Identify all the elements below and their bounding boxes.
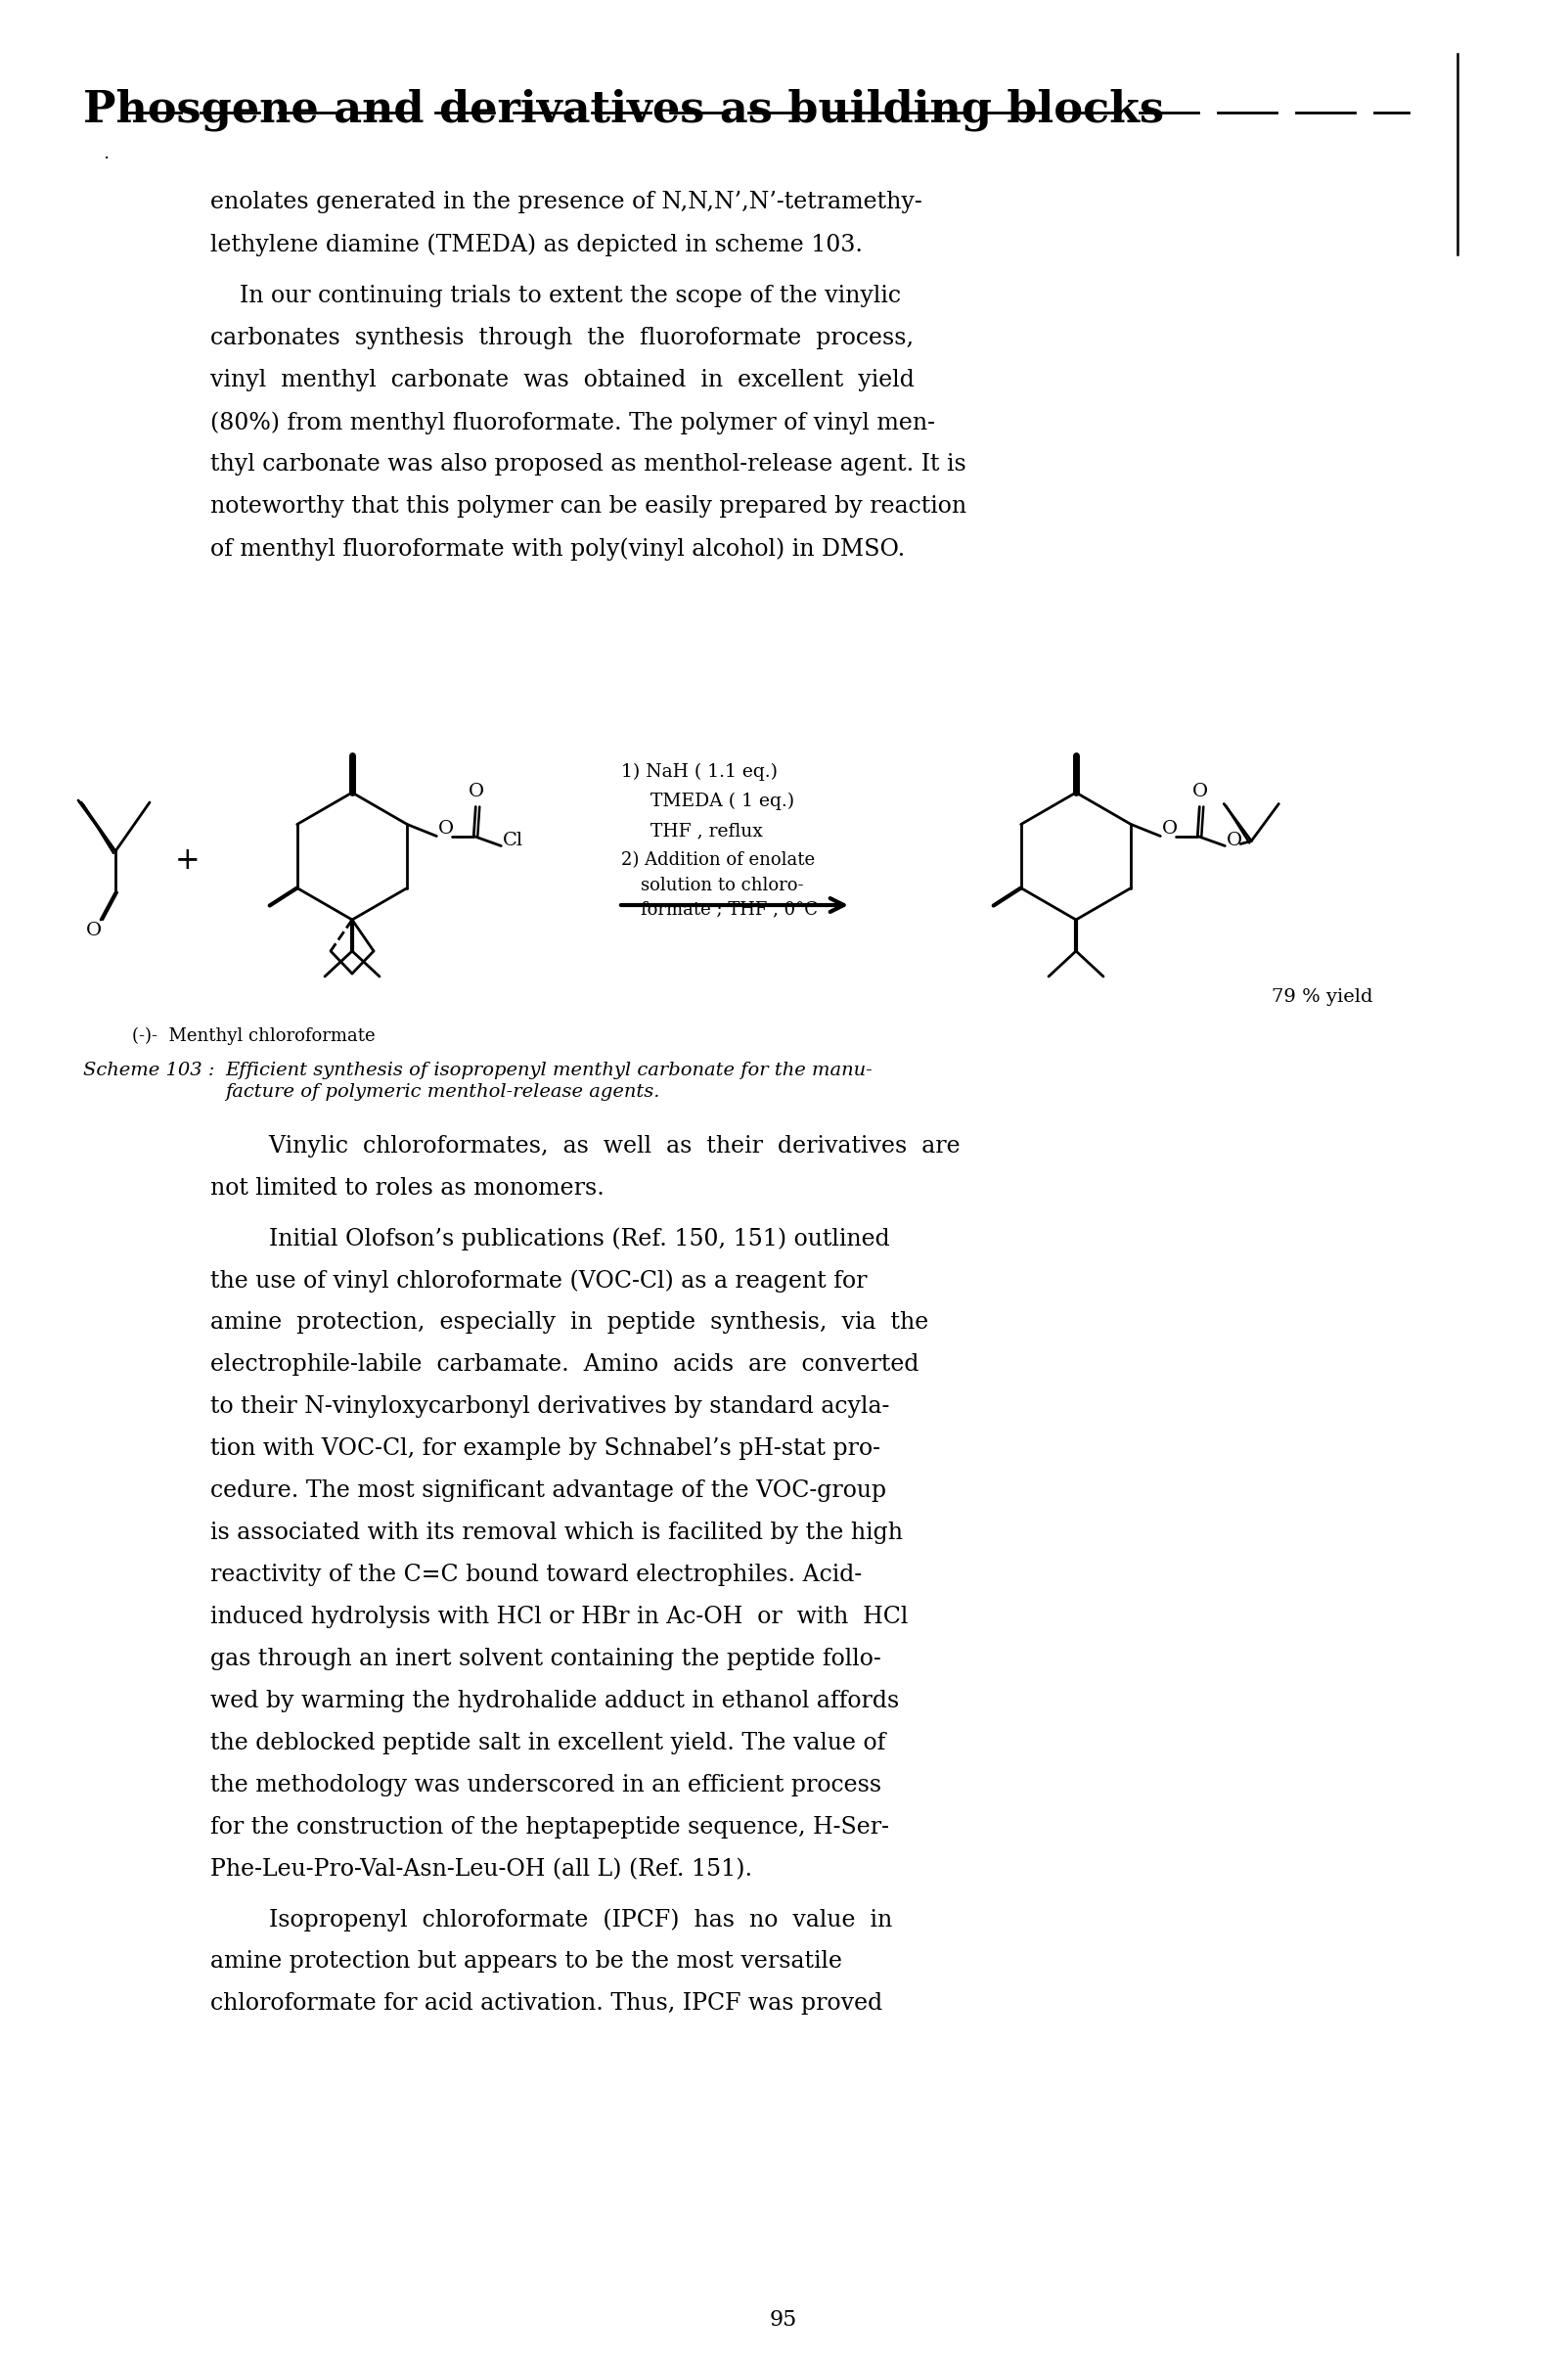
Text: tion with VOC-Cl, for example by Schnabel’s pH-stat pro-: tion with VOC-Cl, for example by Schnabe… — [210, 1437, 880, 1460]
Text: lethylene diamine (TMEDA) as depicted in scheme 103.: lethylene diamine (TMEDA) as depicted in… — [210, 234, 862, 255]
Text: (-)-  Menthyl chloroformate: (-)- Menthyl chloroformate — [132, 1028, 375, 1044]
Text: Initial Olofson’s publications (Ref. 150, 151) outlined: Initial Olofson’s publications (Ref. 150… — [210, 1226, 891, 1250]
Text: +: + — [176, 846, 201, 877]
Text: 1) NaH ( 1.1 eq.): 1) NaH ( 1.1 eq.) — [621, 763, 778, 782]
Text: gas through an inert solvent containing the peptide follo-: gas through an inert solvent containing … — [210, 1647, 881, 1671]
Text: Phosgene and derivatives as building blocks: Phosgene and derivatives as building blo… — [83, 87, 1163, 130]
Text: (80%) from menthyl fluoroformate. The polymer of vinyl men-: (80%) from menthyl fluoroformate. The po… — [210, 411, 935, 435]
Text: is associated with its removal which is facilited by the high: is associated with its removal which is … — [210, 1522, 903, 1543]
Text: amine protection but appears to be the most versatile: amine protection but appears to be the m… — [210, 1949, 842, 1973]
Text: THF , reflux: THF , reflux — [651, 822, 764, 839]
Text: the use of vinyl chloroformate (VOC-Cl) as a reagent for: the use of vinyl chloroformate (VOC-Cl) … — [210, 1269, 867, 1293]
Text: .: . — [103, 144, 108, 163]
Text: O: O — [439, 820, 455, 837]
Text: the deblocked peptide salt in excellent yield. The value of: the deblocked peptide salt in excellent … — [210, 1732, 886, 1753]
Text: 79 % yield: 79 % yield — [1272, 988, 1374, 1007]
Text: noteworthy that this polymer can be easily prepared by reaction: noteworthy that this polymer can be easi… — [210, 496, 966, 517]
Text: In our continuing trials to extent the scope of the vinylic: In our continuing trials to extent the s… — [210, 284, 902, 307]
Text: chloroformate for acid activation. Thus, IPCF was proved: chloroformate for acid activation. Thus,… — [210, 1992, 883, 2016]
Text: Efficient synthesis of isopropenyl menthyl carbonate for the manu-: Efficient synthesis of isopropenyl menth… — [224, 1061, 872, 1080]
Text: vinyl  menthyl  carbonate  was  obtained  in  excellent  yield: vinyl menthyl carbonate was obtained in … — [210, 369, 914, 392]
Text: wed by warming the hydrohalide adduct in ethanol affords: wed by warming the hydrohalide adduct in… — [210, 1690, 898, 1713]
Text: the methodology was underscored in an efficient process: the methodology was underscored in an ef… — [210, 1775, 881, 1796]
Text: electrophile-labile  carbamate.  Amino  acids  are  converted: electrophile-labile carbamate. Amino aci… — [210, 1354, 919, 1375]
Text: cedure. The most significant advantage of the VOC-group: cedure. The most significant advantage o… — [210, 1479, 886, 1503]
Text: for the construction of the heptapeptide sequence, H-Ser-: for the construction of the heptapeptide… — [210, 1817, 889, 1838]
Text: induced hydrolysis with HCl or HBr in Ac-OH  or  with  HCl: induced hydrolysis with HCl or HBr in Ac… — [210, 1607, 908, 1628]
Text: O: O — [469, 782, 485, 801]
Text: not limited to roles as monomers.: not limited to roles as monomers. — [210, 1177, 604, 1200]
Text: O: O — [1193, 782, 1209, 801]
Text: solution to chloro-: solution to chloro- — [641, 877, 803, 893]
Text: O: O — [1226, 832, 1243, 851]
Text: to their N-vinyloxycarbonyl derivatives by standard acyla-: to their N-vinyloxycarbonyl derivatives … — [210, 1394, 889, 1418]
Text: enolates generated in the presence of N,N,N’,N’-tetramethy-: enolates generated in the presence of N,… — [210, 191, 922, 213]
Text: Isopropenyl  chloroformate  (IPCF)  has  no  value  in: Isopropenyl chloroformate (IPCF) has no … — [210, 1907, 892, 1931]
Text: formate ; THF , 0°C: formate ; THF , 0°C — [641, 900, 818, 917]
Text: Vinylic  chloroformates,  as  well  as  their  derivatives  are: Vinylic chloroformates, as well as their… — [210, 1134, 960, 1158]
Text: 2) Addition of enolate: 2) Addition of enolate — [621, 851, 815, 870]
Text: O: O — [86, 922, 102, 940]
Text: Cl: Cl — [503, 832, 524, 851]
Text: Phe-Leu-Pro-Val-Asn-Leu-OH (all L) (Ref. 151).: Phe-Leu-Pro-Val-Asn-Leu-OH (all L) (Ref.… — [210, 1857, 753, 1881]
Text: 95: 95 — [770, 2309, 797, 2330]
Text: carbonates  synthesis  through  the  fluoroformate  process,: carbonates synthesis through the fluorof… — [210, 326, 914, 350]
Text: Scheme 103 :: Scheme 103 : — [83, 1061, 221, 1080]
Text: facture of polymeric menthol-release agents.: facture of polymeric menthol-release age… — [224, 1082, 660, 1101]
Text: thyl carbonate was also proposed as menthol-release agent. It is: thyl carbonate was also proposed as ment… — [210, 454, 966, 475]
Text: TMEDA ( 1 eq.): TMEDA ( 1 eq.) — [651, 792, 795, 811]
Text: amine  protection,  especially  in  peptide  synthesis,  via  the: amine protection, especially in peptide … — [210, 1311, 928, 1333]
Text: of menthyl fluoroformate with poly(vinyl alcohol) in DMSO.: of menthyl fluoroformate with poly(vinyl… — [210, 536, 905, 560]
Text: reactivity of the C=C bound toward electrophiles. Acid-: reactivity of the C=C bound toward elect… — [210, 1564, 862, 1586]
Text: O: O — [1162, 820, 1178, 837]
